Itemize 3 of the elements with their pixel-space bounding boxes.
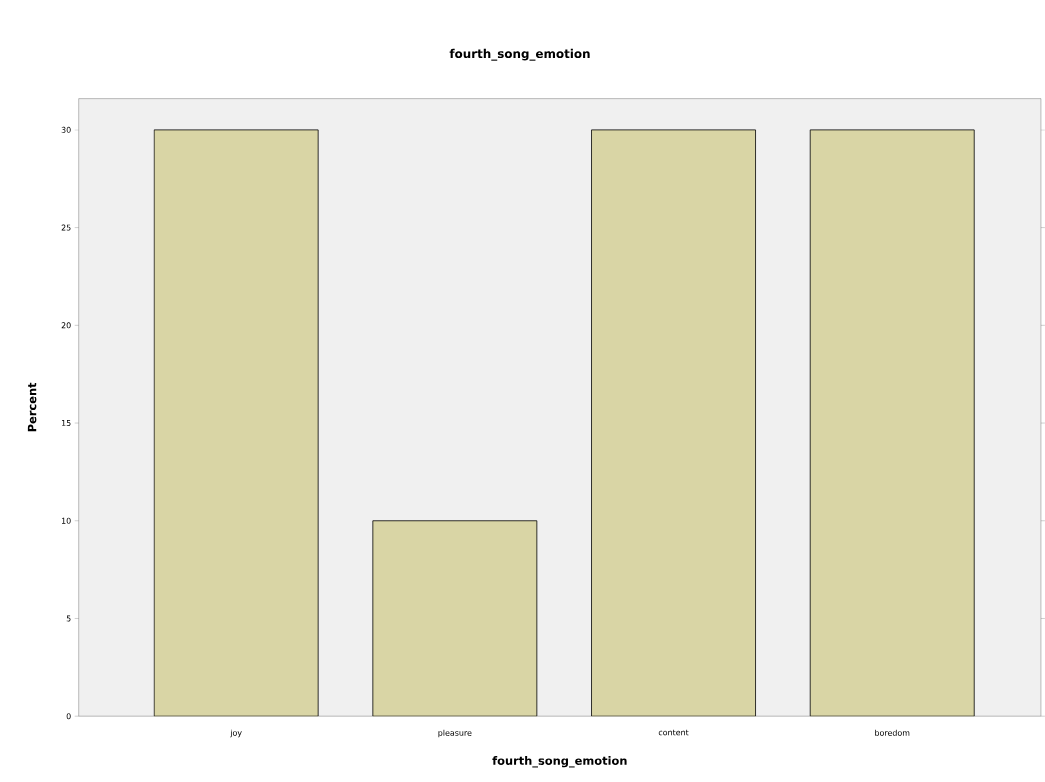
x-axis-title: fourth_song_emotion [492,756,627,768]
y-axis-title: Percent [27,382,37,432]
chart-title: fourth_song_emotion [449,48,590,61]
